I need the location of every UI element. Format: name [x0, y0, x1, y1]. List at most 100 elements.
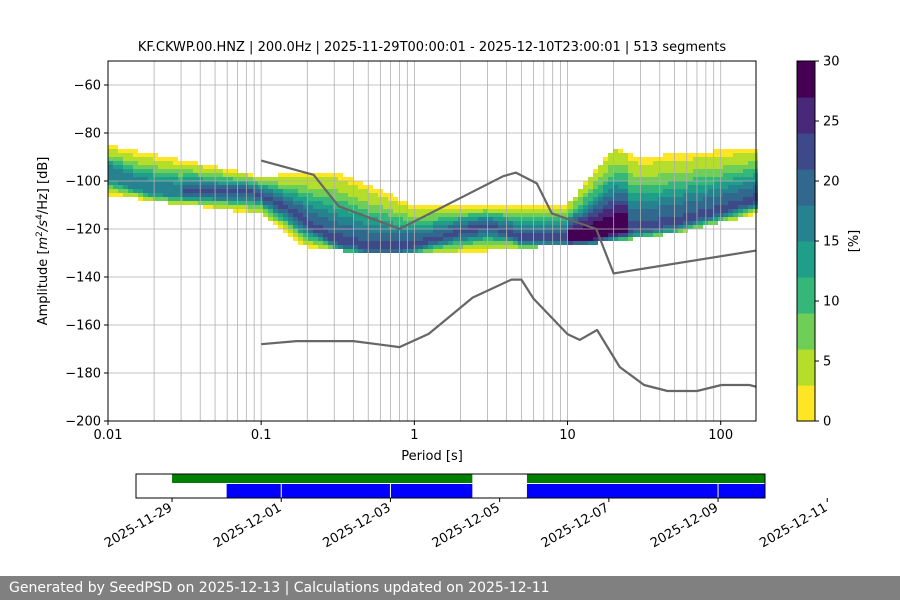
heatmap-cell [573, 233, 578, 237]
heatmap-cell [728, 201, 733, 205]
heatmap-cell [208, 165, 213, 169]
heatmap-cell [748, 197, 753, 201]
heatmap-cell [283, 189, 288, 193]
heatmap-cell [413, 213, 418, 217]
heatmap-cell [468, 237, 473, 241]
heatmap-cell [423, 249, 428, 253]
heatmap-cell [453, 241, 458, 245]
heatmap-cell [533, 221, 538, 225]
heatmap-cell [188, 177, 193, 181]
heatmap-cell [238, 205, 243, 209]
heatmap-cell [193, 173, 198, 177]
heatmap-cell [333, 245, 338, 249]
heatmap-cell [588, 229, 593, 233]
heatmap-cell [323, 233, 328, 237]
heatmap-cell [288, 213, 293, 217]
heatmap-cell [478, 241, 483, 245]
heatmap-cell [128, 173, 133, 177]
heatmap-cell [568, 221, 573, 225]
heatmap-cell [468, 233, 473, 237]
heatmap-cell [308, 185, 313, 189]
heatmap-cell [213, 181, 218, 185]
colorbar-segment [797, 73, 815, 80]
heatmap-cell [723, 149, 728, 153]
heatmap-cell [188, 193, 193, 197]
heatmap-cell [463, 237, 468, 241]
heatmap-cell [303, 241, 308, 245]
heatmap-cell [323, 237, 328, 241]
heatmap-cell [143, 165, 148, 169]
colorbar-segment [797, 337, 815, 344]
heatmap-cell [308, 225, 313, 229]
heatmap-cell [623, 197, 628, 201]
colorbar-segment [797, 187, 815, 194]
heatmap-cell [673, 221, 678, 225]
heatmap-cell [608, 181, 613, 185]
heatmap-cell [598, 189, 603, 193]
heatmap-cell [553, 229, 558, 233]
heatmap-cell [648, 177, 653, 181]
heatmap-cell [678, 173, 683, 177]
heatmap-cell [373, 249, 378, 253]
heatmap-cell [218, 205, 223, 209]
heatmap-cell [218, 189, 223, 193]
heatmap-cell [473, 209, 478, 213]
heatmap-cell [608, 225, 613, 229]
heatmap-cell [348, 185, 353, 189]
heatmap-cell [673, 213, 678, 217]
heatmap-cell [668, 185, 673, 189]
heatmap-cell [273, 177, 278, 181]
heatmap-cell [148, 161, 153, 165]
heatmap-cell [298, 241, 303, 245]
heatmap-cell [673, 205, 678, 209]
heatmap-cell [308, 193, 313, 197]
heatmap-cell [633, 181, 638, 185]
heatmap-cell [728, 161, 733, 165]
heatmap-cell [623, 217, 628, 221]
heatmap-cell [288, 233, 293, 237]
heatmap-cell [748, 209, 753, 213]
heatmap-cell [238, 197, 243, 201]
heatmap-cell [128, 185, 133, 189]
heatmap-cell [353, 233, 358, 237]
heatmap-cell [673, 157, 678, 161]
heatmap-cell [738, 157, 743, 161]
heatmap-cell [563, 237, 568, 241]
heatmap-cell [363, 221, 368, 225]
heatmap-cell [298, 197, 303, 201]
heatmap-cell [323, 221, 328, 225]
heatmap-cell [408, 217, 413, 221]
heatmap-cell [648, 169, 653, 173]
heatmap-cell [338, 241, 343, 245]
heatmap-cell [543, 225, 548, 229]
heatmap-cell [593, 221, 598, 225]
heatmap-cell [398, 237, 403, 241]
heatmap-cell [583, 241, 588, 245]
heatmap-cell [288, 209, 293, 213]
heatmap-cell [608, 157, 613, 161]
heatmap-cell [128, 169, 133, 173]
heatmap-cell [733, 205, 738, 209]
heatmap-cell [453, 229, 458, 233]
heatmap-cell [263, 181, 268, 185]
heatmap-cell [688, 181, 693, 185]
heatmap-cell [383, 193, 388, 197]
heatmap-cell [128, 149, 133, 153]
heatmap-cell [663, 205, 668, 209]
heatmap-cell [333, 221, 338, 225]
heatmap-cell [723, 189, 728, 193]
heatmap-cell [473, 245, 478, 249]
heatmap-cell [273, 193, 278, 197]
heatmap-cell [168, 169, 173, 173]
heatmap-cell [108, 161, 113, 165]
colorbar-segment [797, 127, 815, 134]
heatmap-cell [748, 181, 753, 185]
heatmap-cell [663, 181, 668, 185]
heatmap-cell [728, 189, 733, 193]
heatmap-cell [728, 213, 733, 217]
heatmap-cell [188, 161, 193, 165]
heatmap-cell [513, 205, 518, 209]
heatmap-cell [338, 181, 343, 185]
heatmap-cell [363, 205, 368, 209]
heatmap-cell [173, 161, 178, 165]
